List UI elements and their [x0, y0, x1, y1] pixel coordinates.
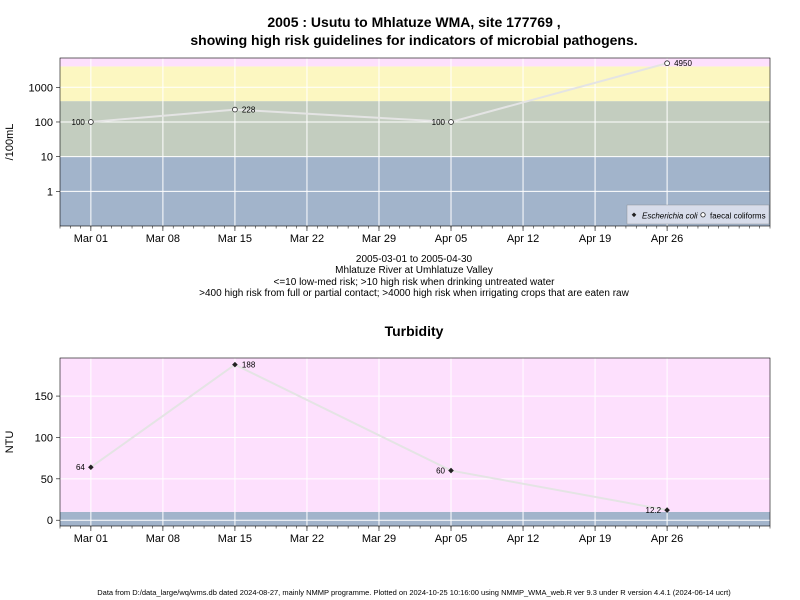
turbidity-title: Turbidity [385, 323, 444, 339]
x-tick-label-0: Mar 01 [74, 233, 108, 245]
footer-note: Data from D:/data_large/wq/wms.db dated … [97, 588, 731, 597]
x-tick-label-5: Apr 05 [435, 533, 467, 545]
data-label-0: 64 [76, 463, 85, 472]
y-tick-label-3: 150 [35, 391, 53, 403]
x-tick-label-8: Apr 26 [651, 233, 683, 245]
chart-subtitle: showing high risk guidelines for indicat… [190, 32, 637, 48]
gridlines [60, 58, 770, 226]
data-point-3 [664, 507, 670, 513]
legend-label-ecoli: Escherichia coli [642, 212, 698, 221]
x-tick-label-6: Apr 12 [507, 533, 539, 545]
series-line [90, 363, 668, 512]
series-line [90, 62, 668, 123]
data-label-0: 100 [72, 118, 86, 127]
data-point-1 [232, 361, 238, 368]
x-tick-label-3: Mar 22 [290, 233, 324, 245]
x-tick-label-4: Mar 29 [362, 533, 396, 545]
data-point-2 [448, 119, 454, 125]
data-point-0 [88, 464, 94, 471]
turbidity-y-axis-label: NTU [4, 431, 16, 454]
turbidity-bands [60, 358, 770, 526]
date-range-note: 2005-03-01 to 2005-04-30 [356, 254, 473, 265]
x-tick-label-2: Mar 15 [218, 233, 252, 245]
legend-box [626, 204, 770, 225]
data-point-0 [88, 119, 94, 125]
data-label-3: 12.2 [646, 506, 662, 515]
band-1 [60, 358, 770, 512]
chart-title: 2005 : Usutu to Mhlatuze WMA, site 17776… [267, 14, 560, 30]
x-tick-label-1: Mar 08 [146, 233, 180, 245]
band-0 [60, 511, 770, 526]
band-2 [60, 66, 770, 102]
x-tick-label-7: Apr 19 [579, 233, 611, 245]
legend: Escherichia coli faecal coliforms [626, 204, 770, 225]
site-note: Mhlatuze River at Umhlatuze Valley [335, 265, 493, 276]
drinking-risk-note: <=10 low-med risk; >10 high risk when dr… [274, 277, 556, 288]
turbidity-y-axis: 0 50 100 150 [35, 391, 60, 527]
band-3 [60, 58, 770, 67]
y-tick-label-0: 1 [47, 186, 53, 198]
turbidity-x-axis: Mar 01 Mar 08 Mar 15 Mar 22 Mar 29 Apr 05 Apr … [59, 526, 771, 545]
data-label-2: 60 [436, 467, 445, 476]
y-axis: 1 10 100 1000 [29, 82, 60, 198]
legend-marker-faecal [700, 212, 706, 218]
y-tick-label-0: 0 [47, 515, 53, 527]
legend-marker-ecoli [631, 212, 637, 218]
turbidity-gridlines [60, 358, 770, 526]
x-tick-label-4: Mar 29 [362, 233, 396, 245]
data-point-1 [232, 106, 238, 113]
data-point-3 [664, 60, 670, 67]
x-tick-label-7: Apr 19 [579, 533, 611, 545]
data-label-2: 100 [432, 118, 446, 127]
turbidity-plot: 64 188 60 12.2 0 50 100 150 Mar 01 Mar 08 Mar 15… [4, 357, 771, 545]
plot-frame [59, 57, 771, 227]
y-tick-label-1: 10 [41, 152, 53, 164]
risk-bands [60, 58, 770, 226]
data-label-3: 4950 [674, 59, 692, 68]
legend-label-faecal: faecal coliforms [710, 212, 766, 221]
y-axis-label: /100mL [4, 124, 16, 161]
data-label-1: 228 [242, 106, 256, 115]
x-tick-label-5: Apr 05 [435, 233, 467, 245]
data-point-2 [448, 467, 454, 474]
x-axis: Mar 01 Mar 08 Mar 15 Mar 22 Mar 29 Apr 05 Apr … [59, 226, 771, 245]
y-tick-label-2: 100 [35, 432, 53, 444]
turbidity-series: 64 188 60 12.2 [76, 361, 670, 515]
y-tick-label-1: 50 [41, 474, 53, 486]
band-1 [60, 101, 770, 157]
y-tick-label-3: 1000 [29, 82, 53, 94]
x-tick-label-6: Apr 12 [507, 233, 539, 245]
contact-risk-note: >400 high risk from full or partial cont… [199, 288, 629, 299]
x-tick-label-3: Mar 22 [290, 533, 324, 545]
x-tick-label-2: Mar 15 [218, 533, 252, 545]
faecal-coliforms-series: 100 228 100 4950 [72, 59, 693, 127]
turbidity-plot-frame [59, 357, 771, 527]
data-label-1: 188 [242, 361, 256, 370]
x-tick-label-0: Mar 01 [74, 533, 108, 545]
x-tick-label-8: Apr 26 [651, 533, 683, 545]
y-tick-label-2: 100 [35, 117, 53, 129]
x-tick-label-1: Mar 08 [146, 533, 180, 545]
